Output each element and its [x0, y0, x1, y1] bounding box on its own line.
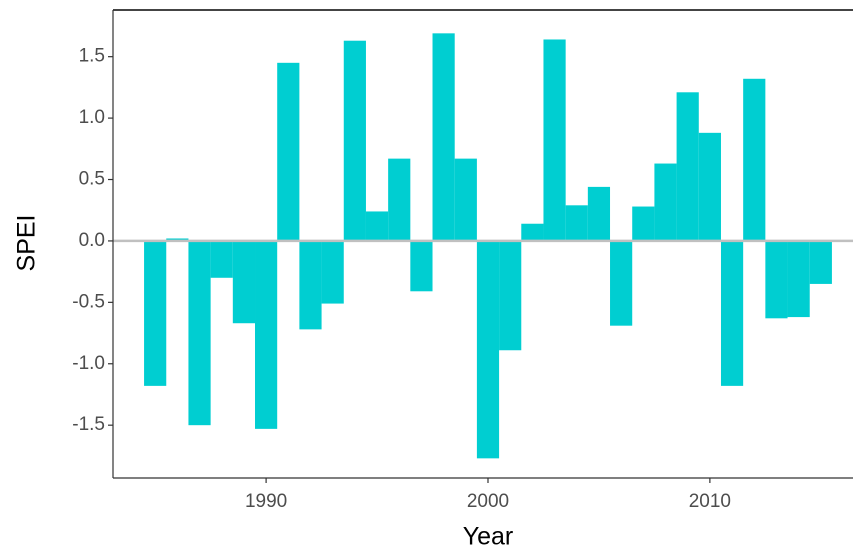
bar [343, 40, 366, 241]
bar [610, 240, 633, 326]
bar [654, 163, 677, 241]
bar [144, 240, 167, 386]
x-tick-label: 2010 [689, 491, 731, 512]
bar [388, 158, 411, 241]
bar [232, 240, 256, 324]
bar [587, 186, 611, 241]
bar [476, 240, 500, 459]
bar [210, 240, 233, 278]
y-tick-label: 1.5 [79, 46, 105, 67]
y-tick-label: 0.0 [79, 230, 105, 251]
bar [543, 39, 566, 241]
bar [676, 92, 699, 241]
bar [787, 240, 810, 318]
bar [277, 62, 300, 241]
bar [188, 240, 211, 426]
y-tick-label: 1.0 [79, 107, 105, 128]
bar [632, 206, 655, 241]
bar [410, 240, 433, 292]
bar [765, 240, 788, 319]
x-tick-label: 1990 [245, 491, 287, 512]
bar [321, 240, 344, 304]
y-tick-label: -1.0 [72, 353, 105, 374]
y-tick-label: -0.5 [72, 291, 105, 312]
bar [565, 205, 588, 241]
bar [432, 33, 455, 241]
bar [299, 240, 322, 330]
bar [454, 158, 477, 241]
bar [809, 240, 832, 284]
y-tick-label: 0.5 [79, 169, 105, 190]
bar [720, 240, 744, 386]
x-axis-title: Year [463, 523, 514, 551]
x-tick-label: 2000 [467, 491, 509, 512]
y-axis-title: SPEI [13, 215, 41, 272]
bar [365, 211, 389, 241]
bar [743, 78, 766, 241]
bar [499, 240, 522, 351]
bar [698, 132, 721, 241]
bar [521, 223, 544, 241]
y-tick-label: -1.5 [72, 414, 105, 435]
bar [255, 240, 278, 429]
